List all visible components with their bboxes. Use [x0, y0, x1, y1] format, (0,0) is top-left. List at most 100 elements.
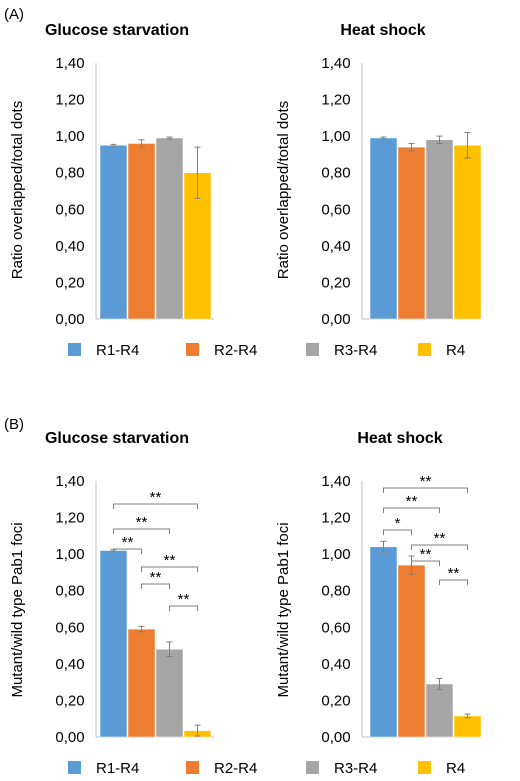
y-tick-label: 0,60: [55, 619, 84, 636]
y-tick-label: 0,40: [321, 238, 350, 255]
chart-2: 0,000,200,400,600,801,001,201,40********…: [55, 473, 214, 746]
legend-swatch-r4: [418, 761, 431, 774]
significance-label: **: [448, 565, 460, 582]
y-tick-label: 1,40: [55, 473, 84, 490]
y-tick-label: 1,20: [321, 510, 350, 527]
significance-bracket: [411, 544, 468, 550]
significance-bracket: [439, 579, 468, 585]
legend-label: R3-R4: [334, 760, 377, 777]
significance-label: **: [150, 569, 162, 586]
y-tick-label: 0,40: [55, 238, 84, 255]
y-tick-label: 0,00: [321, 729, 350, 746]
significance-label: **: [406, 493, 418, 510]
panel-label-a: (A): [4, 6, 24, 23]
legend-1: R1-R4 R2-R4 R3-R4 R4: [68, 760, 465, 777]
significance-bracket: [169, 605, 198, 611]
y-tick-label: 0,20: [55, 692, 84, 709]
bar-r2-r4: [397, 146, 426, 320]
y-tick-label: 1,40: [321, 473, 350, 490]
legend-0: R1-R4 R2-R4 R3-R4 R4: [68, 342, 465, 359]
bar-r1-r4: [99, 145, 128, 320]
bar-r1-r4: [369, 546, 398, 738]
significance-bracket: [383, 529, 412, 535]
bar-r1-r4: [99, 550, 128, 738]
legend-swatch-r1-r4: [68, 761, 81, 774]
legend-label: R2-R4: [214, 760, 257, 777]
panel-label-b: (B): [4, 416, 24, 433]
chart-1: 0,00 0,20 0,40 0,60 0,80 1,00 1,20 1,40: [321, 55, 482, 328]
legend-swatch-r3-r4: [306, 761, 319, 774]
bar-r2-r4: [127, 628, 156, 738]
y-tick-label: 1,20: [55, 510, 84, 527]
significance-bracket: [141, 583, 170, 589]
y-tick-label: 0,40: [55, 656, 84, 673]
y-tick-label: 0,80: [321, 583, 350, 600]
bar-r4: [453, 145, 482, 320]
bar-r3-r4: [425, 683, 454, 738]
bar-r3-r4: [155, 648, 184, 738]
legend-label: R4: [446, 760, 465, 777]
bar-r3-r4: [155, 137, 184, 320]
legend-label: R2-R4: [214, 342, 257, 359]
significance-label: **: [164, 552, 176, 569]
bar-r2-r4: [127, 143, 156, 320]
y-tick-label: 1,00: [55, 546, 84, 563]
y-tick-label: 0,80: [55, 583, 84, 600]
chart-title-a-glucose: Glucose starvation: [45, 22, 189, 39]
significance-bracket: [141, 566, 198, 572]
y-tick-label: 1,00: [321, 128, 350, 145]
y-tick-label: 1,20: [55, 92, 84, 109]
legend-swatch-r3-r4: [306, 343, 319, 356]
significance-bracket: [383, 487, 468, 493]
y-axis-label-a-heat: Ratio overlapped/total dots: [275, 101, 292, 279]
significance-bracket: [383, 507, 440, 513]
chart-title-a-heat: Heat shock: [340, 22, 425, 39]
y-tick-label: 1,00: [321, 546, 350, 563]
y-tick-label: 0,20: [321, 692, 350, 709]
significance-label: **: [420, 473, 432, 490]
y-tick-label: 1,20: [321, 92, 350, 109]
significance-bracket: [113, 503, 198, 509]
y-tick-label: 1,40: [321, 55, 350, 72]
significance-bracket: [411, 560, 440, 566]
legends-layer: R1-R4 R2-R4 R3-R4 R4 R1-R4 R2-R4 R3-R4 R4: [68, 342, 465, 777]
significance-bracket: [113, 528, 170, 534]
significance-label: **: [150, 489, 162, 506]
bar-r1-r4: [369, 137, 398, 320]
significance-label: **: [136, 514, 148, 531]
y-tick-label: 0,00: [321, 311, 350, 328]
legend-label: R1-R4: [96, 760, 139, 777]
y-axis-label-b-glucose: Mutant/wild type Pab1 foci: [9, 522, 26, 697]
legend-swatch-r2-r4: [186, 343, 199, 356]
y-tick-label: 0,20: [321, 274, 350, 291]
y-tick-label: 0,60: [321, 619, 350, 636]
chart-0: 0,00 0,20 0,40 0,60 0,80 1,00 1,20 1,40: [55, 55, 214, 328]
y-tick-label: 0,60: [321, 201, 350, 218]
significance-label: **: [122, 534, 134, 551]
legend-label: R3-R4: [334, 342, 377, 359]
bar-r4: [453, 715, 482, 738]
y-tick-label: 0,80: [55, 165, 84, 182]
y-tick-label: 0,20: [55, 274, 84, 291]
y-axis-label-a-glucose: Ratio overlapped/total dots: [9, 101, 26, 279]
y-tick-label: 0,40: [321, 656, 350, 673]
y-tick-label: 0,60: [55, 201, 84, 218]
y-tick-label: 1,40: [55, 55, 84, 72]
chart-title-b-heat: Heat shock: [357, 430, 442, 447]
chart-3: 0,000,200,400,600,801,001,201,40********…: [321, 473, 482, 746]
y-tick-label: 0,00: [55, 311, 84, 328]
y-tick-label: 0,80: [321, 165, 350, 182]
legend-label: R1-R4: [96, 342, 139, 359]
legend-swatch-r4: [418, 343, 431, 356]
significance-label: **: [420, 546, 432, 563]
bar-r2-r4: [397, 564, 426, 738]
significance-label: **: [434, 530, 446, 547]
legend-swatch-r1-r4: [68, 343, 81, 356]
charts-layer: 0,00 0,20 0,40 0,60 0,80 1,00 1,20 1,40 0,00 0,20…: [55, 55, 482, 746]
y-axis-label-b-heat: Mutant/wild type Pab1 foci: [275, 522, 292, 697]
significance-bracket: [113, 548, 142, 554]
y-tick-label: 0,00: [55, 729, 84, 746]
y-tick-label: 1,00: [55, 128, 84, 145]
legend-swatch-r2-r4: [186, 761, 199, 774]
